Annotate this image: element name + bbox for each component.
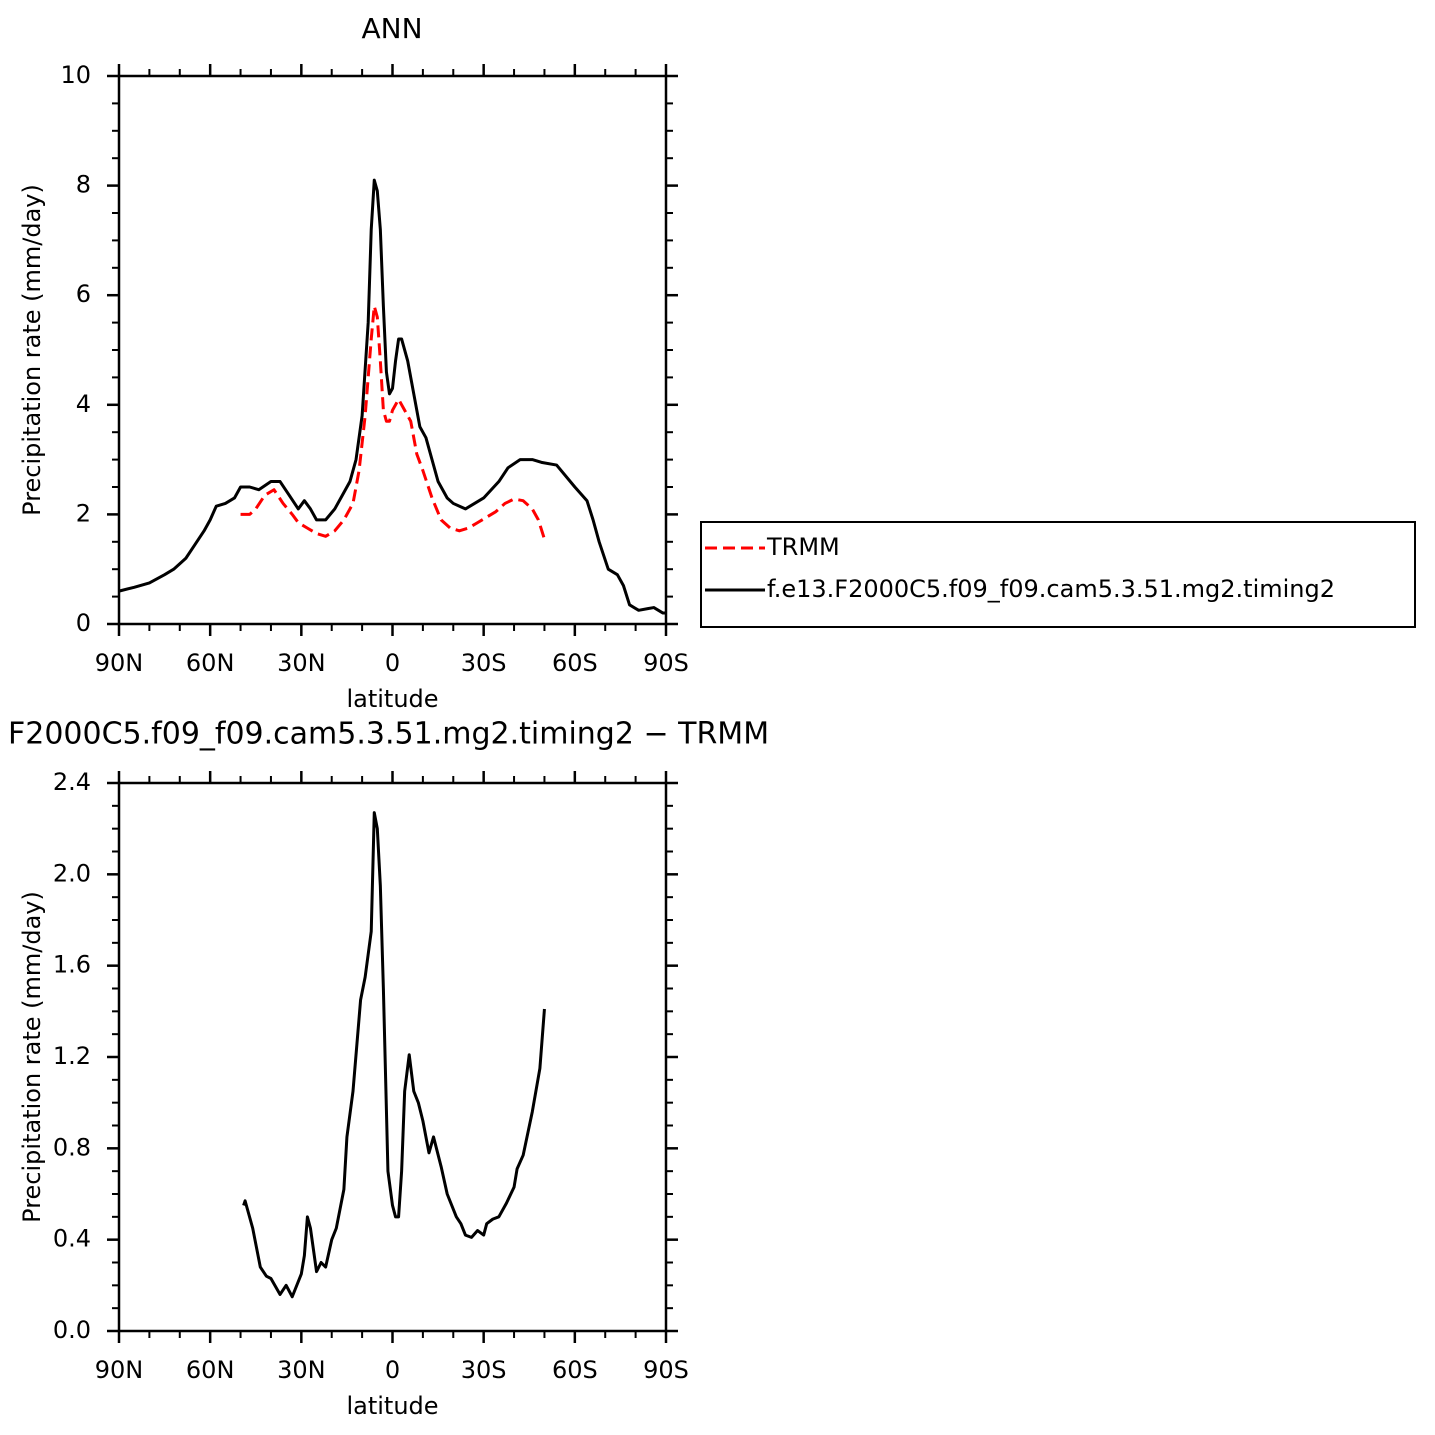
x-tick-label: 30N: [277, 649, 326, 677]
y-tick-label: 8: [76, 171, 91, 199]
chart-title: F2000C5.f09_f09.cam5.3.51.mg2.timing2 − …: [8, 717, 769, 752]
y-tick-label: 0.8: [53, 1133, 91, 1161]
x-tick-label: 60N: [186, 1356, 235, 1384]
y-tick-label: 0: [76, 609, 91, 637]
y-tick-label: 2: [76, 499, 91, 527]
data-line: [240, 304, 546, 540]
x-axis-label: latitude: [346, 685, 438, 713]
y-axis-label: Precipitation rate (mm/day): [18, 891, 46, 1223]
y-tick-label: 2.4: [53, 768, 91, 796]
x-tick-label: 0: [385, 1356, 400, 1384]
x-tick-label: 90N: [95, 1356, 144, 1384]
x-tick-label: 90S: [643, 649, 689, 677]
y-tick-label: 4: [76, 390, 91, 418]
x-tick-label: 90N: [95, 649, 144, 677]
data-line: [242, 811, 546, 1299]
x-axis-label: latitude: [346, 1392, 438, 1420]
x-tick-label: 60S: [552, 1356, 598, 1384]
chart-title: ANN: [361, 12, 422, 45]
y-tick-label: 0.4: [53, 1225, 91, 1253]
legend-box: [700, 521, 1416, 628]
legend-label: TRMM: [766, 533, 840, 561]
x-tick-label: 60N: [186, 649, 235, 677]
y-tick-label: 2.0: [53, 859, 91, 887]
legend-label: f.e13.F2000C5.f09_f09.cam5.3.51.mg2.timi…: [767, 575, 1335, 603]
x-tick-label: 60S: [552, 649, 598, 677]
y-tick-label: 0.0: [53, 1316, 91, 1344]
x-tick-label: 90S: [643, 1356, 689, 1384]
data-line: [118, 178, 666, 615]
y-tick-label: 1.2: [53, 1042, 91, 1070]
y-tick-label: 6: [76, 280, 91, 308]
plot-frame: [117, 74, 668, 626]
plot-frame: [117, 781, 668, 1333]
y-axis-label: Precipitation rate (mm/day): [18, 184, 46, 516]
y-tick-label: 10: [60, 61, 91, 89]
y-tick-label: 1.6: [53, 951, 91, 979]
x-tick-label: 30S: [461, 649, 507, 677]
x-tick-label: 30N: [277, 1356, 326, 1384]
x-tick-label: 0: [385, 649, 400, 677]
x-tick-label: 30S: [461, 1356, 507, 1384]
